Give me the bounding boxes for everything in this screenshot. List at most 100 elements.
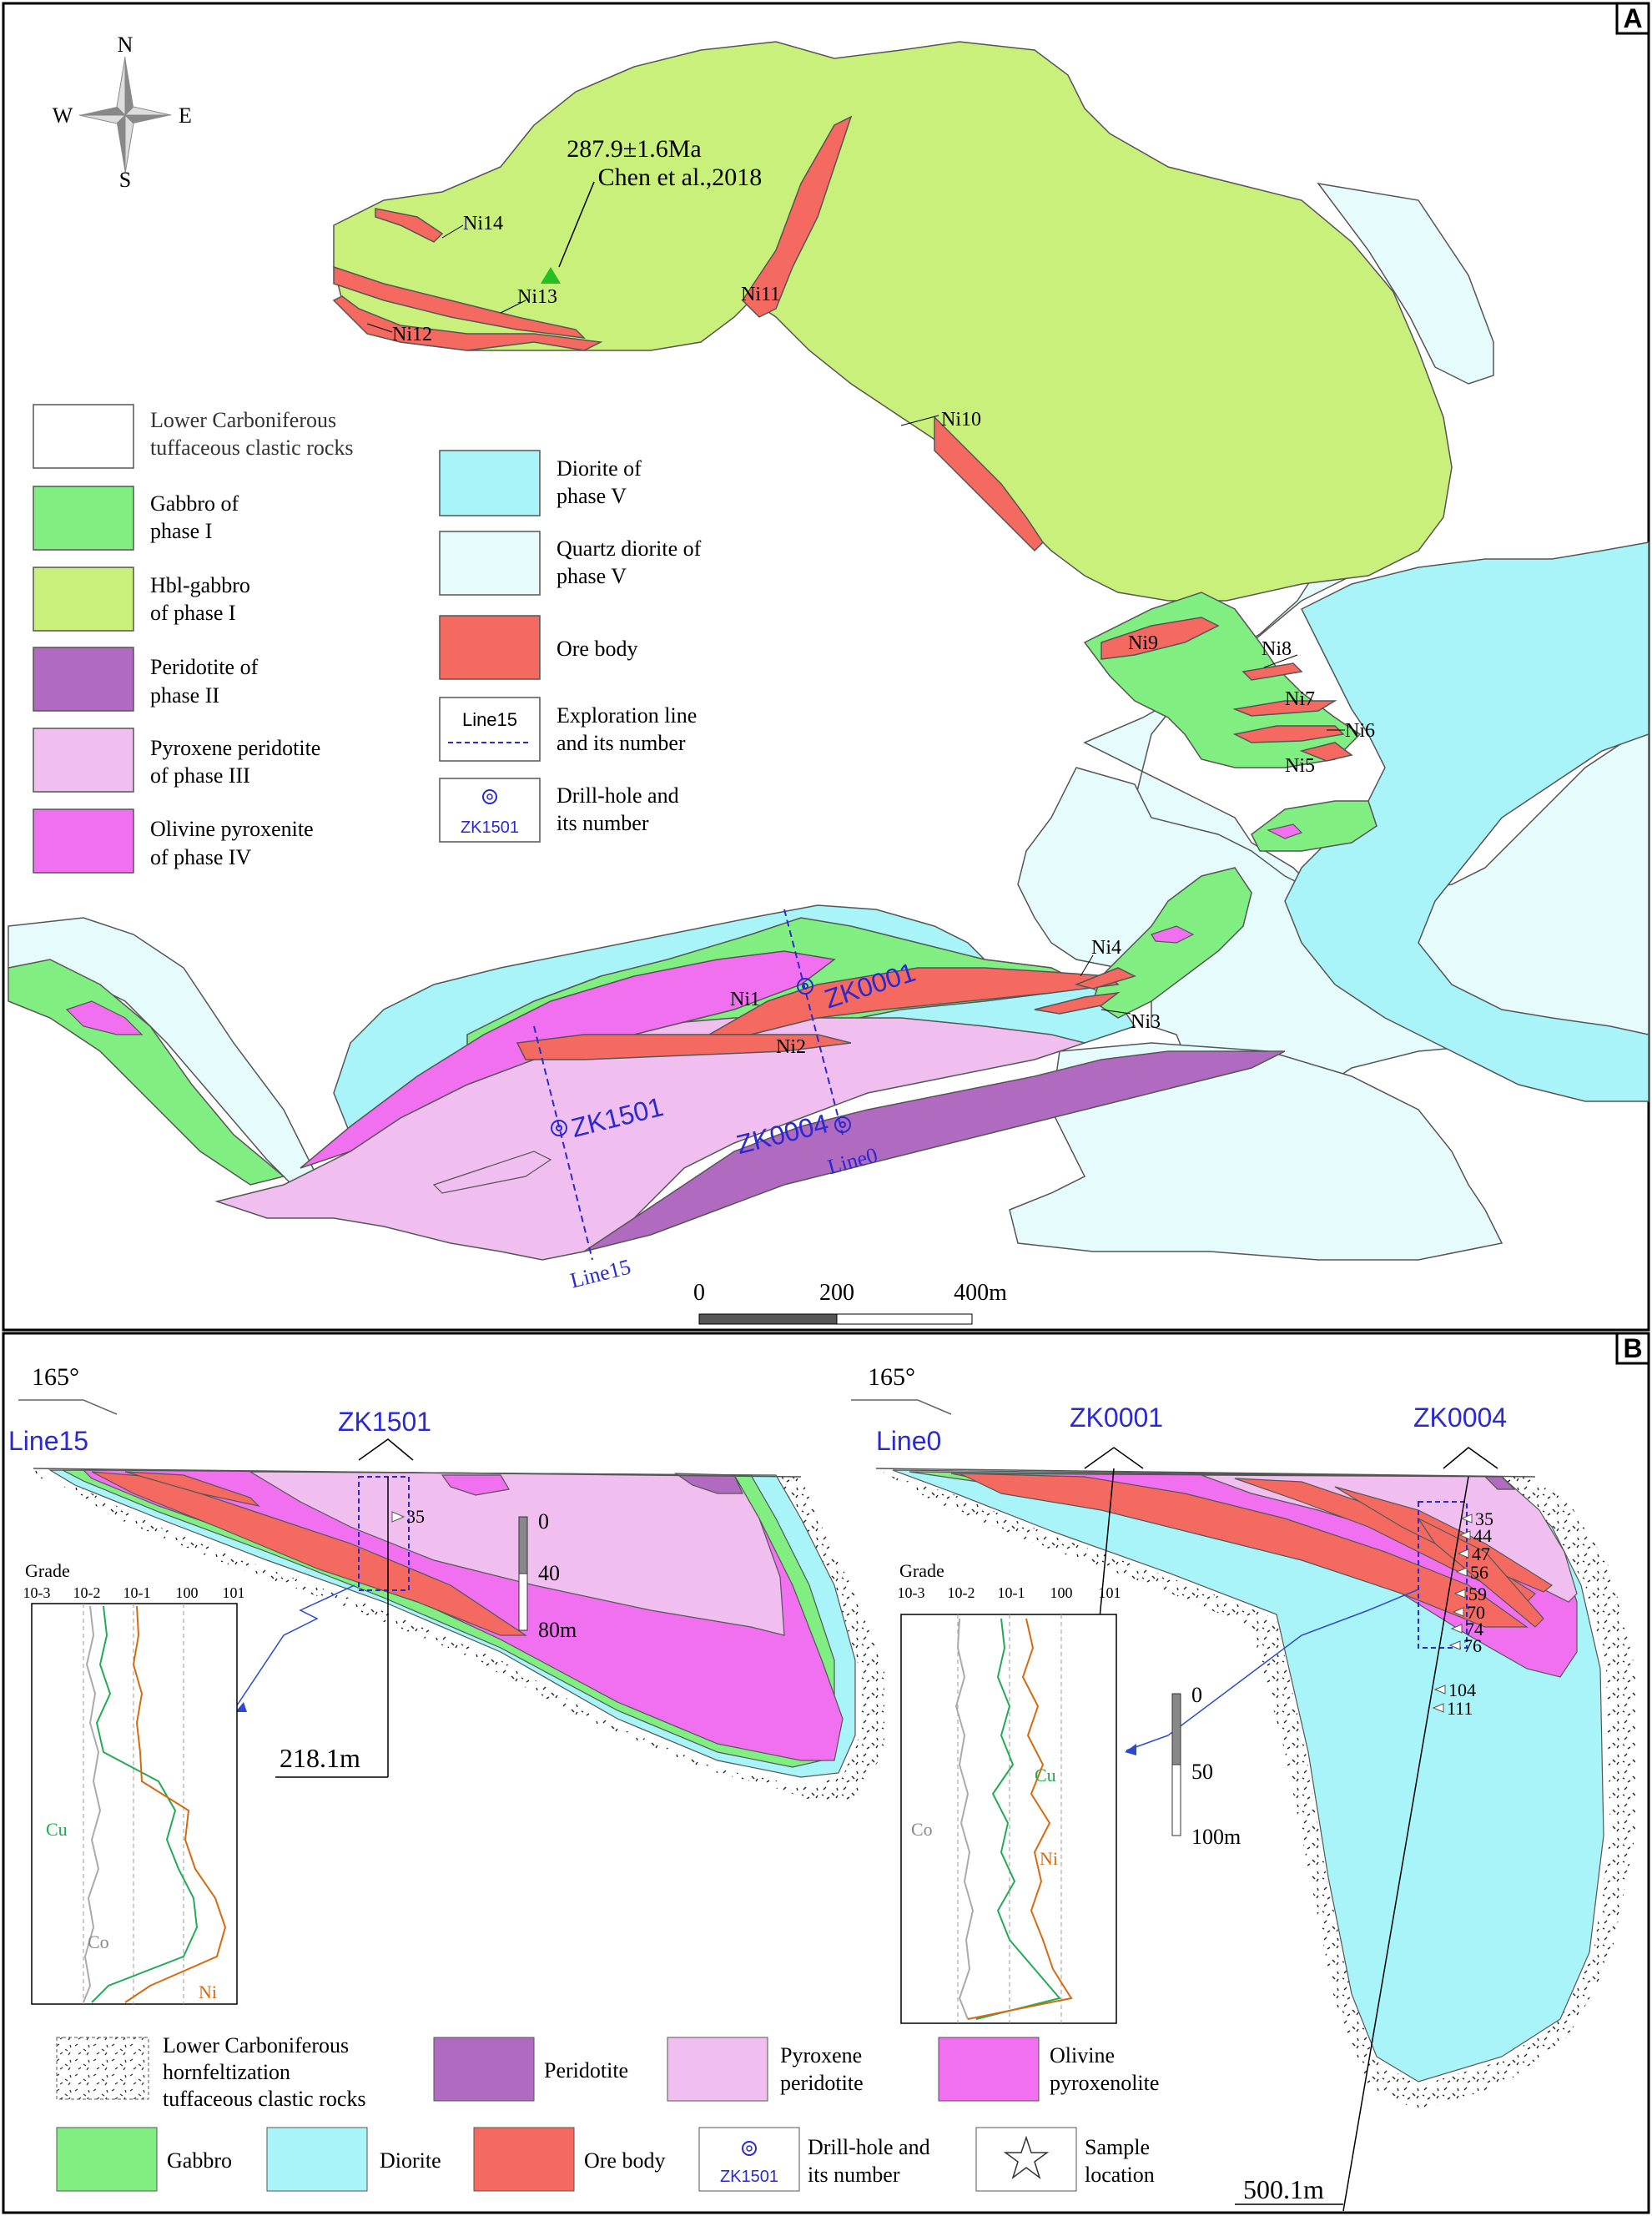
svg-text:phase I: phase I bbox=[150, 519, 212, 543]
svg-text:Quartz diorite of: Quartz diorite of bbox=[557, 536, 702, 561]
section-line0-pyroxene bbox=[1201, 1474, 1578, 1603]
olivine-pyroxenite-body bbox=[300, 950, 836, 1169]
label-ni8: Ni8 bbox=[1262, 638, 1292, 660]
compass-n: N bbox=[118, 33, 133, 57]
section-label-zk1501: ZK1501 bbox=[338, 1407, 431, 1437]
gabbro-body-east bbox=[1251, 800, 1378, 852]
svg-text:101: 101 bbox=[223, 1584, 245, 1601]
svg-text:its number: its number bbox=[808, 2163, 900, 2187]
section-line0-ore4 bbox=[1417, 1517, 1544, 1628]
pyroxene-peridotite-lens bbox=[432, 1151, 552, 1194]
svg-text:ZK1501: ZK1501 bbox=[461, 818, 519, 837]
svg-text:10-1: 10-1 bbox=[998, 1584, 1025, 1601]
section-label-line0: Line0 bbox=[876, 1426, 941, 1456]
section-line15-ore2 bbox=[124, 1471, 260, 1508]
legend-item: Pyroxene peridotite bbox=[667, 2037, 864, 2102]
section-line0-diorite bbox=[892, 1469, 1604, 2083]
drill-hole-icons bbox=[551, 978, 851, 1136]
svg-text:and its number: and its number bbox=[557, 731, 686, 755]
label-ni10: Ni10 bbox=[941, 409, 981, 431]
svg-text:10-3: 10-3 bbox=[23, 1584, 51, 1601]
svg-text:Drill-hole and: Drill-hole and bbox=[808, 2135, 930, 2159]
svg-text:Ore body: Ore body bbox=[557, 637, 637, 661]
svg-text:of phase I: of phase I bbox=[150, 601, 236, 625]
section-label-line15: Line15 bbox=[8, 1426, 88, 1456]
label-ni1: Ni1 bbox=[730, 989, 760, 1010]
panel-b-label: B bbox=[1623, 1333, 1642, 1363]
label-ni3: Ni3 bbox=[1131, 1011, 1161, 1033]
svg-text:Diorite of: Diorite of bbox=[557, 456, 642, 481]
star-icon bbox=[1003, 2135, 1050, 2180]
olivine-pyroxenite-west bbox=[65, 1000, 144, 1035]
legend-item: Quartz diorite of phase V bbox=[439, 531, 702, 596]
svg-text:Peridotite of: Peridotite of bbox=[150, 655, 259, 679]
label-ni14: Ni14 bbox=[463, 213, 503, 234]
scale-bar-a: 0 200 400m bbox=[693, 1280, 1007, 1325]
scale-b-right-100: 100m bbox=[1191, 1825, 1241, 1849]
section-label-zk0001: ZK0001 bbox=[1070, 1403, 1163, 1433]
section-line0: Line0 ZK0001 ZK0004 500.1m 35 44 47 56 5… bbox=[875, 1403, 1635, 2212]
svg-text:Olivine: Olivine bbox=[1050, 2043, 1115, 2067]
scale-a-400: 400m bbox=[954, 1280, 1007, 1306]
grade-co: Co bbox=[88, 1931, 109, 1952]
peridotite-body bbox=[583, 1050, 1286, 1252]
age-text: 287.9±1.6Ma bbox=[567, 135, 701, 163]
legend-b: Lower Carboniferous hornfeltization tuff… bbox=[56, 2033, 1159, 2192]
legend-item: Line15 Exploration line and its number bbox=[439, 697, 697, 762]
svg-text:44: 44 bbox=[1473, 1525, 1492, 1546]
compass-s: S bbox=[119, 168, 131, 192]
scale-b-left-40: 40 bbox=[538, 1561, 560, 1585]
section-line0-samples: 35 44 47 56 59 70 74 76 104 111 bbox=[1432, 1508, 1493, 1719]
age-reference: Chen et al.,2018 bbox=[598, 164, 763, 191]
quartz-diorite-body-north bbox=[1317, 182, 1494, 385]
section-line15-olivine-lens bbox=[441, 1474, 510, 1496]
grade-cu: Cu bbox=[46, 1819, 68, 1840]
grade-title: Grade bbox=[25, 1560, 70, 1581]
legend-item: ZK1501 Drill-hole and its number bbox=[439, 778, 679, 843]
svg-text:10-3: 10-3 bbox=[898, 1584, 925, 1601]
compass-e: E bbox=[179, 103, 192, 128]
svg-text:Pyroxene: Pyroxene bbox=[780, 2043, 862, 2067]
label-ni2: Ni2 bbox=[776, 1036, 806, 1058]
scale-b-right-50: 50 bbox=[1191, 1760, 1213, 1784]
svg-text:70: 70 bbox=[1467, 1602, 1485, 1623]
svg-text:hornfeltization: hornfeltization bbox=[163, 2060, 290, 2084]
section-line15-peridotite bbox=[674, 1473, 743, 1494]
svg-text:phase II: phase II bbox=[150, 683, 219, 708]
svg-text:Gabbro of: Gabbro of bbox=[150, 491, 239, 516]
svg-text:47: 47 bbox=[1472, 1544, 1490, 1564]
label-ni6: Ni6 bbox=[1345, 720, 1375, 742]
ore-labels: Ni14 Ni13 Ni12 Ni11 Ni10 Ni9 Ni8 Ni7 Ni6… bbox=[366, 213, 1375, 1058]
north-arrow-icon: N S W E bbox=[53, 33, 192, 192]
legend-item: Hbl-gabbro of phase I bbox=[33, 567, 250, 632]
legend-item: Gabbro bbox=[56, 2127, 232, 2192]
label-ni12: Ni12 bbox=[392, 324, 432, 345]
svg-text:pyroxenolite: pyroxenolite bbox=[1050, 2071, 1159, 2095]
svg-text:35: 35 bbox=[1475, 1508, 1493, 1529]
legend-item: Gabbro of phase I bbox=[33, 486, 239, 551]
legend-item: Diorite of phase V bbox=[439, 450, 642, 516]
legend-item: Olivine pyroxenite of phase IV bbox=[33, 808, 314, 874]
strike-left: 165° bbox=[32, 1363, 79, 1391]
svg-text:74: 74 bbox=[1465, 1619, 1483, 1639]
svg-text:ZK1501: ZK1501 bbox=[720, 2168, 778, 2186]
legend-item: Sample location bbox=[975, 2127, 1155, 2192]
scale-b-left-0: 0 bbox=[538, 1509, 549, 1534]
legend-item: ZK1501 Drill-hole and its number bbox=[698, 2127, 930, 2192]
compass-w: W bbox=[53, 103, 73, 128]
svg-text:Gabbro: Gabbro bbox=[167, 2148, 232, 2173]
strike-right: 165° bbox=[868, 1363, 915, 1391]
svg-text:10-2: 10-2 bbox=[948, 1584, 975, 1601]
svg-text:Sample: Sample bbox=[1085, 2135, 1150, 2159]
svg-text:Olivine pyroxenite: Olivine pyroxenite bbox=[150, 817, 314, 841]
svg-text:of phase III: of phase III bbox=[150, 763, 250, 788]
panel-a-label: A bbox=[1623, 3, 1642, 33]
legend-item: Diorite bbox=[266, 2127, 441, 2192]
grade-plot-right: Grade 10-3 10-2 10-1 100 101 Cu Co Ni bbox=[898, 1560, 1121, 2024]
panel-b: B 165° 165° 35 Line15 ZK1501 218.1m bbox=[2, 1332, 1650, 2214]
svg-text:111: 111 bbox=[1447, 1698, 1473, 1719]
legend-a-right: Diorite of phase V Quartz diorite of pha… bbox=[439, 450, 702, 843]
hbl-gabbro-body bbox=[333, 41, 1453, 602]
section-line15-pyroxene bbox=[248, 1471, 785, 1636]
